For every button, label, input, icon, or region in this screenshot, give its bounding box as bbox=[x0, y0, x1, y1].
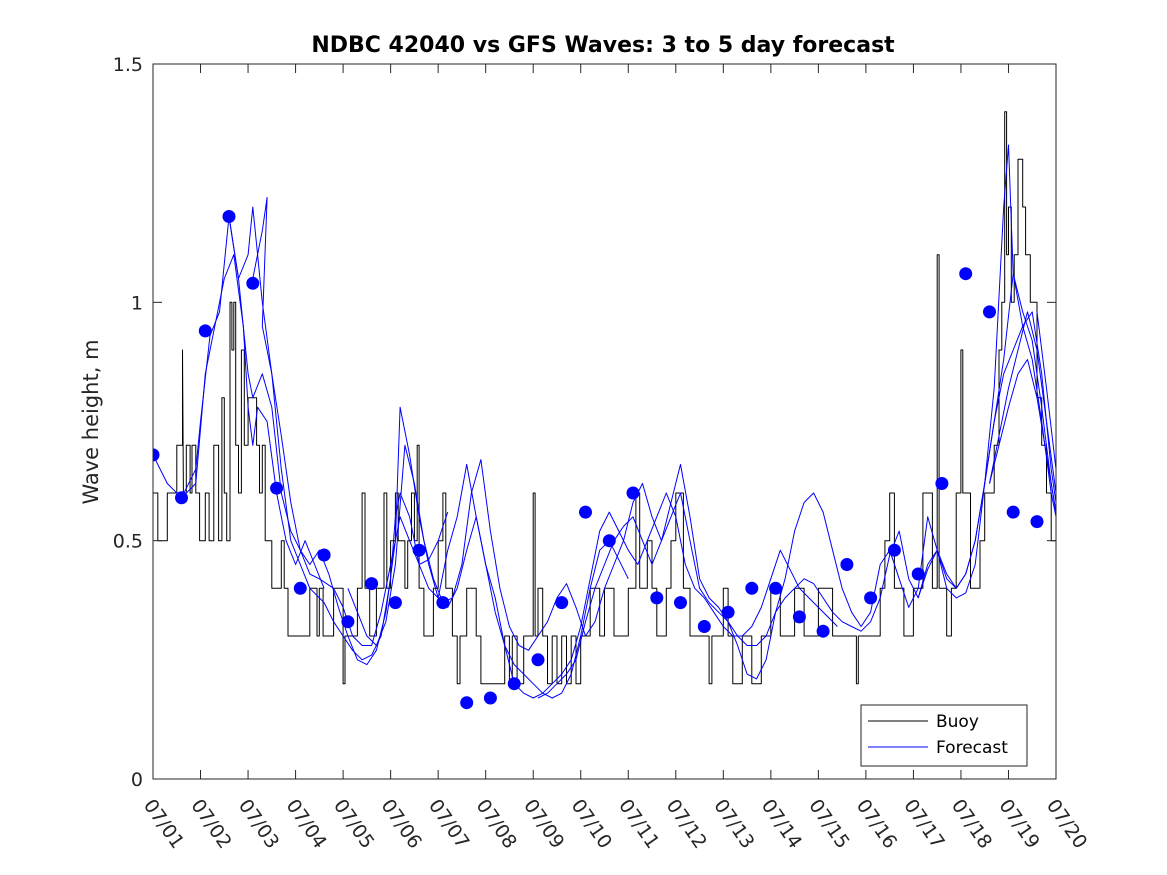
x-tick-label-1: 07/02 bbox=[186, 795, 235, 852]
x-tick-label-15: 07/16 bbox=[852, 795, 901, 852]
forecast-marker-7 bbox=[317, 548, 331, 562]
plot-background bbox=[153, 64, 1056, 779]
y-tick-label-1: 0.5 bbox=[113, 531, 143, 553]
y-tick-label-2: 1 bbox=[131, 292, 143, 314]
forecast-marker-35 bbox=[983, 305, 996, 319]
forecast-series-line-11 bbox=[1061, 493, 1104, 550]
forecast-series-line-10 bbox=[1036, 311, 1056, 472]
forecast-marker-1 bbox=[175, 491, 188, 505]
x-tick-label-18: 07/19 bbox=[994, 795, 1043, 852]
y-tick-label-0: 0 bbox=[131, 769, 143, 791]
forecast-series-line-3 bbox=[228, 206, 629, 699]
forecast-marker-4 bbox=[246, 276, 260, 290]
forecast-series-line-1 bbox=[153, 254, 325, 589]
axes-box bbox=[152, 63, 1057, 780]
plot-area bbox=[153, 64, 1104, 779]
forecast-series-line-4 bbox=[252, 197, 838, 699]
forecast-marker-15 bbox=[507, 677, 521, 691]
x-tick-label-12: 07/13 bbox=[709, 795, 758, 852]
forecast-marker-16 bbox=[531, 653, 545, 667]
series-group bbox=[153, 111, 1104, 710]
x-tick-label-10: 07/11 bbox=[614, 795, 663, 852]
forecast-marker-23 bbox=[697, 620, 711, 633]
forecast-marker-9 bbox=[365, 577, 379, 591]
forecast-marker-31 bbox=[887, 543, 901, 557]
forecast-marker-32 bbox=[911, 567, 925, 581]
forecast-marker-3 bbox=[222, 210, 236, 223]
chart-title: NDBC 42040 vs GFS Waves: 3 to 5 day fore… bbox=[311, 33, 895, 58]
x-tick-label-3: 07/04 bbox=[281, 795, 330, 852]
forecast-marker-19 bbox=[602, 534, 616, 548]
forecast-marker-25 bbox=[745, 581, 759, 595]
forecast-marker-5 bbox=[270, 481, 284, 495]
forecast-marker-36 bbox=[1006, 505, 1020, 519]
forecast-marker-24 bbox=[721, 605, 735, 619]
x-tick-label-0: 07/01 bbox=[139, 795, 188, 852]
legend: Buoy Forecast bbox=[860, 704, 1028, 767]
x-tick-label-4: 07/05 bbox=[329, 795, 378, 852]
x-tick-label-13: 07/14 bbox=[757, 795, 806, 852]
y-tick-label-3: 1.5 bbox=[113, 54, 143, 76]
forecast-marker-18 bbox=[579, 505, 592, 519]
forecast-marker-12 bbox=[436, 596, 450, 610]
forecast-marker-10 bbox=[388, 596, 402, 610]
forecast-marker-14 bbox=[483, 691, 497, 705]
forecast-marker-30 bbox=[864, 591, 878, 605]
buoy-series-line bbox=[153, 111, 1056, 685]
forecast-series-line-2 bbox=[181, 216, 449, 646]
forecast-marker-0 bbox=[153, 448, 160, 462]
x-tick-label-8: 07/09 bbox=[519, 795, 568, 852]
forecast-marker-8 bbox=[341, 615, 355, 629]
forecast-marker-33 bbox=[935, 477, 949, 490]
forecast-marker-11 bbox=[412, 543, 426, 557]
forecast-marker-26 bbox=[769, 581, 783, 595]
x-tick-label-7: 07/08 bbox=[472, 795, 521, 852]
forecast-marker-22 bbox=[674, 596, 687, 610]
x-tick-label-9: 07/10 bbox=[567, 795, 616, 852]
forecast-series-line-7 bbox=[917, 273, 1056, 599]
x-tick-label-11: 07/12 bbox=[662, 795, 711, 852]
forecast-marker-20 bbox=[626, 486, 640, 500]
forecast-marker-27 bbox=[792, 610, 806, 624]
legend-forecast-label: Forecast bbox=[936, 738, 1008, 758]
forecast-marker-28 bbox=[816, 624, 830, 638]
forecast-series-line-8 bbox=[989, 359, 1056, 514]
x-tick-label-17: 07/18 bbox=[947, 795, 996, 852]
forecast-marker-37 bbox=[1030, 515, 1044, 529]
x-tick-label-2: 07/03 bbox=[234, 795, 283, 852]
x-tick-label-6: 07/07 bbox=[424, 795, 473, 852]
x-tick-label-5: 07/06 bbox=[377, 795, 426, 852]
forecast-marker-13 bbox=[460, 696, 474, 710]
legend-buoy-label: Buoy bbox=[936, 712, 979, 732]
forecast-marker-2 bbox=[198, 324, 212, 338]
x-tick-label-14: 07/15 bbox=[804, 795, 853, 852]
x-tick-label-19: 07/20 bbox=[1042, 795, 1091, 852]
forecast-series-line-9 bbox=[989, 311, 1056, 495]
forecast-marker-29 bbox=[840, 558, 854, 571]
forecast-marker-21 bbox=[650, 591, 664, 605]
forecast-series-line-5 bbox=[347, 325, 1056, 680]
x-tick-label-16: 07/17 bbox=[899, 795, 948, 852]
y-axis-label: Wave height, m bbox=[79, 339, 103, 504]
forecast-marker-6 bbox=[293, 581, 307, 595]
forecast-marker-34 bbox=[959, 267, 973, 281]
forecast-marker-17 bbox=[555, 596, 569, 610]
legend-box bbox=[860, 704, 1028, 767]
